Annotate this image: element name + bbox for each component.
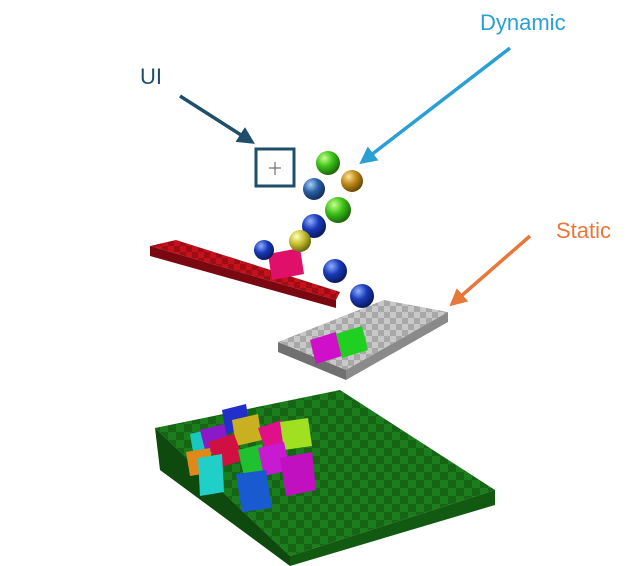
static-label: Static xyxy=(556,218,612,243)
red-beam xyxy=(150,240,340,308)
dynamic-label: Dynamic xyxy=(480,10,566,35)
static-callout-arrow xyxy=(449,234,532,307)
static-platform xyxy=(278,300,448,380)
cube-pile xyxy=(186,404,316,512)
dynamic-spheres xyxy=(254,151,374,308)
ui-crosshair-box xyxy=(254,147,296,188)
ui-callout-arrow xyxy=(179,94,255,144)
dynamic-callout-arrow xyxy=(359,46,512,165)
ui-label: UI xyxy=(140,64,162,89)
crosshair-icon xyxy=(269,162,281,175)
